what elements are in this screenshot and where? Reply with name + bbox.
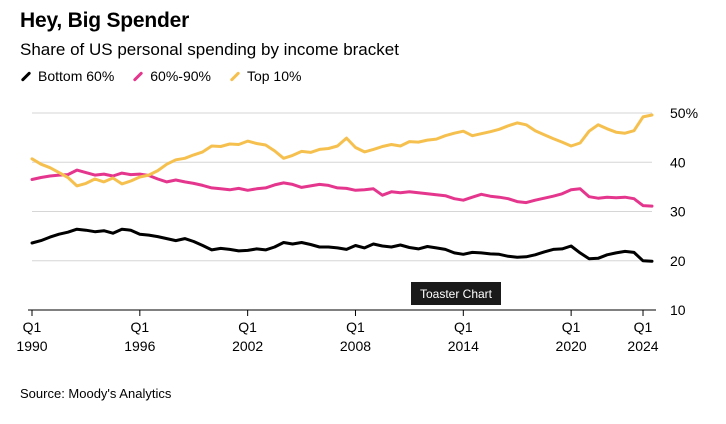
series-lines: [30, 113, 654, 263]
chart-title: Hey, Big Spender: [20, 9, 190, 32]
y-tick-label-40: 40: [670, 154, 686, 170]
x-tick-label-year-1996: 1996: [124, 338, 155, 354]
x-tick-label-quarter-2020: Q1: [562, 319, 581, 335]
x-tick-label-year-2020: 2020: [556, 338, 587, 354]
legend-label-bottom-60: Bottom 60%: [38, 68, 115, 84]
x-tick-label-quarter-2008: Q1: [346, 319, 365, 335]
x-tick-label-year-2008: 2008: [340, 338, 371, 354]
gridlines: [32, 112, 652, 262]
chart-legend: Bottom 60% 60%-90% Top 10%: [20, 68, 319, 84]
x-tick-label-quarter-2014: Q1: [454, 319, 473, 335]
x-tick-label-year-1990: 1990: [16, 338, 47, 354]
x-axis: [28, 309, 656, 316]
legend-label-top-10: Top 10%: [246, 68, 302, 84]
y-tick-label-30: 30: [670, 204, 686, 220]
source-note: Source: Moody's Analytics: [20, 386, 172, 401]
y-tick-label-20: 20: [670, 253, 686, 269]
legend-item-60-90: 60%-90%: [132, 68, 211, 84]
y-tick-label-50: 50%: [670, 105, 698, 121]
x-tick-label-year-2014: 2014: [448, 338, 479, 354]
series-line-top-10: [30, 113, 654, 188]
x-tick-label-quarter-1990: Q1: [23, 319, 42, 335]
x-tick-label-quarter-2024: Q1: [634, 319, 653, 335]
x-tick-label-quarter-2002: Q1: [238, 319, 257, 335]
legend-label-60-90: 60%-90%: [150, 68, 211, 84]
x-tick-label-year-2002: 2002: [232, 338, 263, 354]
tick-labels: 50% 40 30 20 10 Q1 1990 Q1 1996 Q1 2002 Q1 2008 Q1 201…: [16, 105, 698, 354]
toaster-chart-badge[interactable]: Toaster Chart: [411, 282, 501, 305]
legend-item-top-10: Top 10%: [229, 68, 301, 84]
y-tick-label-10: 10: [670, 302, 686, 318]
series-line-bottom-60: [30, 227, 654, 263]
chart-subtitle: Share of US personal spending by income …: [20, 40, 399, 59]
series-line-60-90: [30, 168, 654, 208]
legend-item-bottom-60: Bottom 60%: [20, 68, 114, 84]
x-tick-label-quarter-1996: Q1: [130, 319, 149, 335]
x-tick-label-year-2024: 2024: [627, 338, 658, 354]
